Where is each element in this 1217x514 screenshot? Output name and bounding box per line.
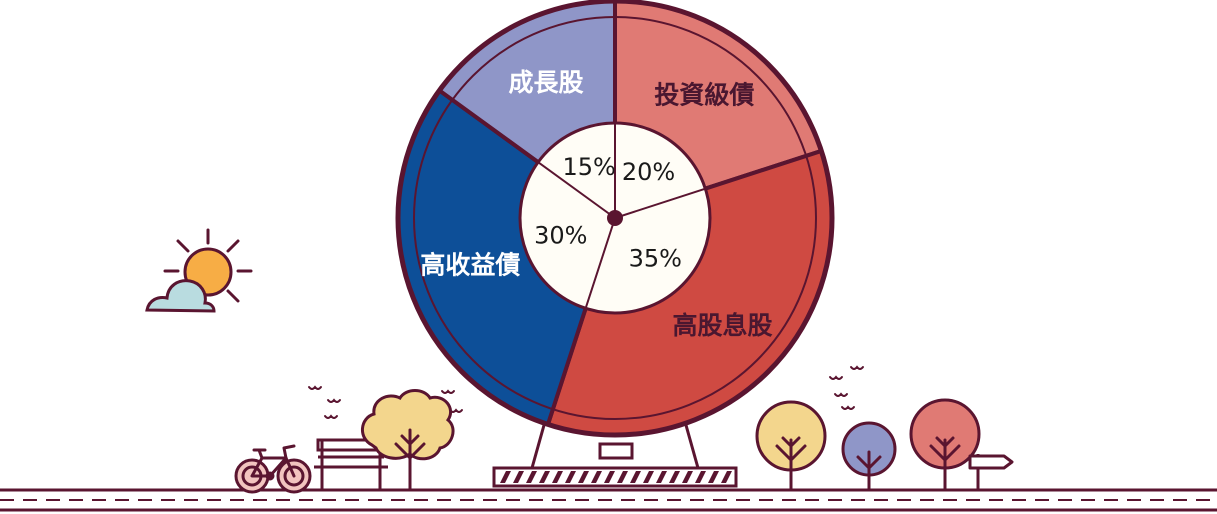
tree-icon	[841, 421, 897, 491]
base-stripe	[721, 471, 732, 483]
wheel-base-stripes	[500, 471, 732, 483]
base-stripe	[604, 471, 615, 483]
wheel-spoke	[614, 187, 706, 219]
base-stripe	[695, 471, 706, 483]
base-stripe	[513, 471, 524, 483]
wheel-spoke	[537, 161, 616, 219]
base-stripe	[591, 471, 602, 483]
pie-value-label: 35%	[629, 244, 682, 272]
pie-value-label: 15%	[562, 153, 615, 181]
base-stripe	[565, 471, 576, 483]
pie-category-label: 高股息股	[672, 311, 772, 340]
tree-icon	[361, 389, 455, 491]
base-stripe	[656, 471, 667, 483]
base-stripe	[526, 471, 537, 483]
pie-value-label: 30%	[534, 222, 587, 250]
base-stripe	[578, 471, 589, 483]
pie-category-label: 成長股	[508, 68, 583, 97]
wheel-inner-rim	[413, 16, 817, 420]
base-stripe	[500, 471, 511, 483]
base-stripe	[539, 471, 550, 483]
tree-icon	[755, 400, 827, 491]
wheel-spoke	[584, 217, 616, 309]
pie-value-label: 20%	[622, 158, 675, 186]
base-stripe	[708, 471, 719, 483]
base-stripe	[669, 471, 680, 483]
wheel-outer-rim	[395, 0, 835, 438]
road	[0, 488, 1217, 512]
base-stripe	[630, 471, 641, 483]
base-stripe	[552, 471, 563, 483]
base-stripe	[617, 471, 628, 483]
base-stripe	[643, 471, 654, 483]
tree-icon	[909, 398, 981, 491]
signpost-icon	[968, 454, 1014, 489]
wheel-hub	[607, 210, 623, 226]
pie-category-label: 投資級債	[654, 81, 754, 110]
cloud-icon	[145, 279, 216, 313]
pie-chart: 投資級債 20% 高股息股 35% 高收益債 30% 成長股 15%	[395, 0, 835, 438]
bicycle-icon	[234, 444, 312, 494]
base-stripe	[682, 471, 693, 483]
pie-category-label: 高收益債	[420, 250, 520, 279]
